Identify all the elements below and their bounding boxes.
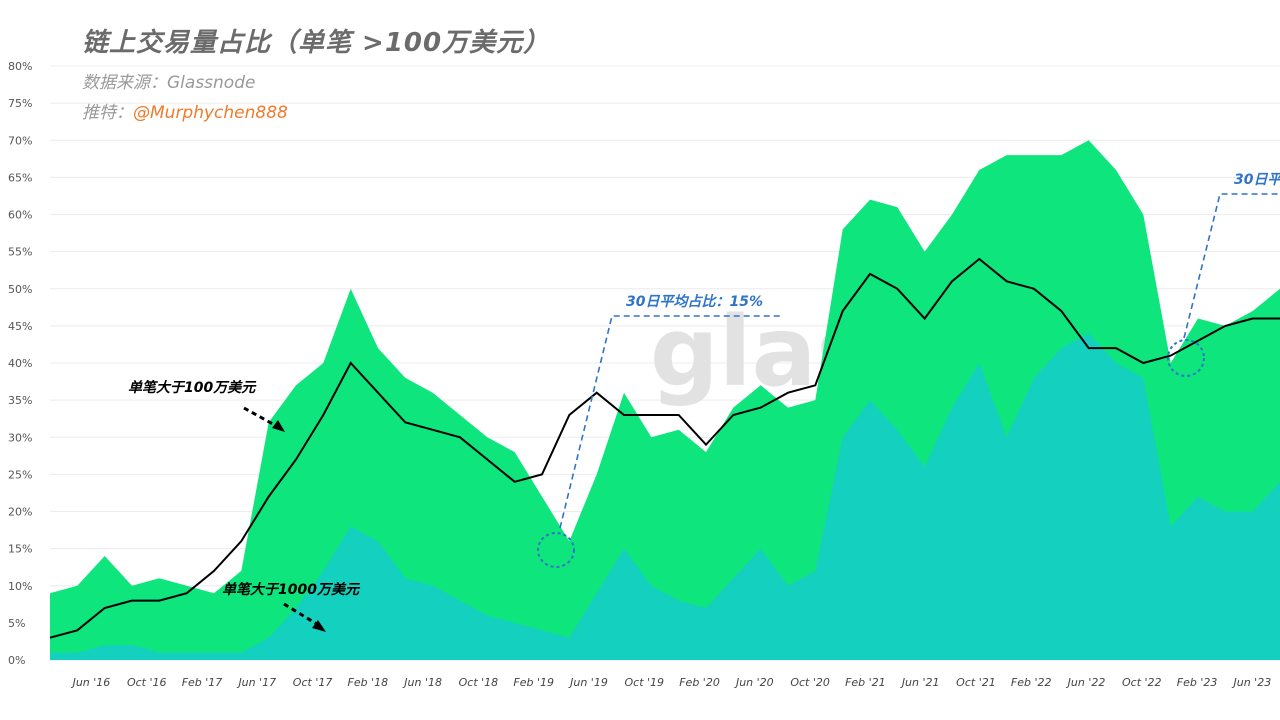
callout-circle-2019 <box>537 532 575 568</box>
y-tick-label: 20% <box>8 506 32 519</box>
y-tick-label: 80% <box>8 60 32 73</box>
x-tick-label: Jun '17 <box>236 676 276 689</box>
x-tick-label: Jun '22 <box>1066 676 1106 689</box>
y-tick-label: 30% <box>8 431 32 444</box>
callout-circle-2023 <box>1167 339 1205 377</box>
twitter-handle[interactable]: @Murphychen888 <box>133 103 288 123</box>
y-tick-label: 50% <box>8 283 32 296</box>
x-tick-label: Oct '16 <box>127 676 167 689</box>
x-tick-label: Feb '20 <box>679 676 720 689</box>
x-tick-label: Oct '17 <box>293 676 333 689</box>
y-tick-label: 10% <box>8 580 32 593</box>
twitter-prefix: 推特： <box>82 103 133 123</box>
label-over-1m: 单笔大于100万美元 <box>128 379 257 396</box>
y-tick-label: 45% <box>8 320 32 333</box>
callout-line-2019 <box>559 315 780 529</box>
label-over-10m: 单笔大于1000万美元 <box>222 581 361 598</box>
arrowhead-over-10m <box>312 620 326 632</box>
y-tick-label: 40% <box>8 357 32 370</box>
x-tick-label: Oct '19 <box>624 676 664 689</box>
x-tick-label: Jun '16 <box>71 676 111 689</box>
y-tick-label: 5% <box>8 617 25 630</box>
x-tick-label: Feb '22 <box>1011 676 1052 689</box>
y-tick-label: 25% <box>8 468 32 481</box>
arrow-over-10m <box>283 602 321 628</box>
chart-title: 链上交易量占比（单笔 >100万美元） <box>82 28 551 58</box>
y-tick-label: 35% <box>8 394 32 407</box>
x-tick-label: Jun '21 <box>900 676 940 689</box>
x-tick-label: Oct '20 <box>790 676 830 689</box>
y-tick-label: 70% <box>8 134 32 147</box>
y-tick-label: 0% <box>8 654 25 667</box>
data-source: 数据来源：Glassnode <box>82 73 256 93</box>
line-series <box>49 257 1280 639</box>
callout-label-2023: 30日平 <box>1234 172 1280 188</box>
x-tick-label: Oct '18 <box>459 676 499 689</box>
y-tick-label: 55% <box>8 246 32 259</box>
x-tick-label: Oct '22 <box>1122 676 1162 689</box>
x-tick-label: Oct '21 <box>956 676 996 689</box>
area-over-10m <box>50 333 1280 660</box>
callout-label-2019: 30日平均占比：15% <box>626 293 763 310</box>
arrow-over-1m <box>243 406 281 430</box>
line-30d-average <box>49 257 1280 639</box>
x-axis: Jun '16 Oct '16 Feb '17 Jun '17 Oct '17 Feb '… <box>71 676 1272 689</box>
x-tick-label: Feb '18 <box>348 676 389 689</box>
x-tick-label: Jun '23 <box>1232 676 1272 689</box>
y-tick-label: 65% <box>8 171 32 184</box>
y-axis: 0% 5% 10% 15% 20% 25% 30% 35% 40% 45% 50% 55% 60% 65%… <box>8 60 32 667</box>
x-tick-label: Feb '21 <box>845 676 886 689</box>
y-tick-label: 75% <box>8 97 32 110</box>
x-tick-label: Feb '23 <box>1177 676 1218 689</box>
x-tick-label: Feb '19 <box>513 676 554 689</box>
arrowhead-over-1m <box>272 420 285 432</box>
y-tick-label: 60% <box>8 209 32 222</box>
x-tick-label: Feb '17 <box>182 676 223 689</box>
twitter-credit: 推特：@Murphychen888 <box>82 98 288 123</box>
x-tick-label: Jun '19 <box>568 676 608 689</box>
x-tick-label: Jun '20 <box>734 676 774 689</box>
x-tick-label: Jun '18 <box>402 676 442 689</box>
area-series <box>50 140 1280 661</box>
y-tick-label: 15% <box>8 543 32 556</box>
